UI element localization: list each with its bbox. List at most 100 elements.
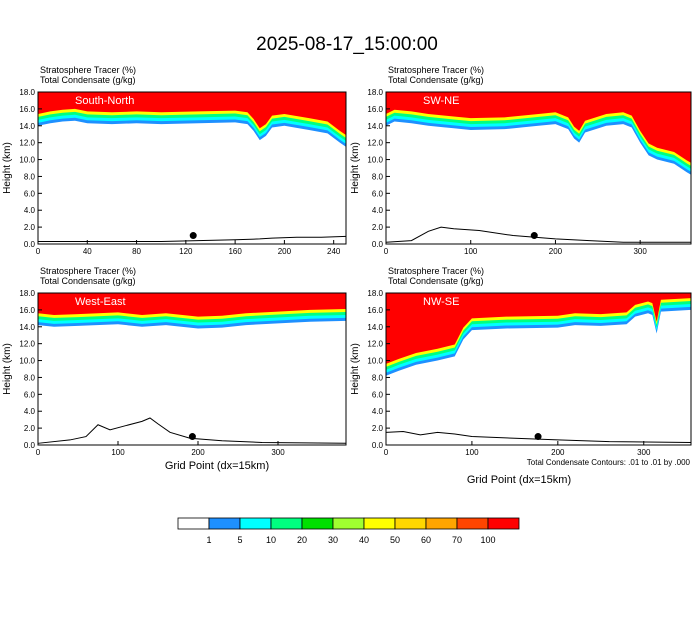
colorbar-label: 1 xyxy=(206,535,211,545)
panel-header-line: Stratosphere Tracer (%) xyxy=(40,65,136,75)
y-tick-label: 2.0 xyxy=(24,223,36,232)
terrain-line xyxy=(385,430,692,443)
x-tick-label: 200 xyxy=(549,247,563,256)
y-tick-label: 12.0 xyxy=(19,139,35,148)
stratosphere-tracer-fill xyxy=(38,92,346,136)
y-tick-label: 8.0 xyxy=(24,373,36,382)
x-tick-label: 200 xyxy=(551,448,565,457)
y-tick-label: 0.0 xyxy=(24,441,36,450)
x-tick-label: 240 xyxy=(327,247,341,256)
panel-header-line: Stratosphere Tracer (%) xyxy=(40,266,136,276)
panels: Stratosphere Tracer (%)Total Condensate … xyxy=(2,65,692,457)
y-tick-label: 8.0 xyxy=(24,172,36,181)
panel-sw-ne: Stratosphere Tracer (%)Total Condensate … xyxy=(350,65,692,256)
x-tick-label: 200 xyxy=(278,247,292,256)
y-axis-label: Height (km) xyxy=(2,343,13,395)
y-tick-label: 2.0 xyxy=(24,424,36,433)
colorbar-swatch xyxy=(456,517,489,530)
panel-south-north: Stratosphere Tracer (%)Total Condensate … xyxy=(2,65,347,256)
panel-label: West-East xyxy=(75,296,126,308)
y-tick-label: 18.0 xyxy=(367,289,383,298)
plot-frame xyxy=(385,91,692,245)
y-tick-label: 4.0 xyxy=(24,407,36,416)
colorbar-label: 70 xyxy=(452,535,462,545)
panel-header-line: Stratosphere Tracer (%) xyxy=(388,65,484,75)
y-tick-label: 10.0 xyxy=(19,156,35,165)
x-axis-label-left: Grid Point (dx=15km) xyxy=(165,460,269,472)
y-axis-label: Height (km) xyxy=(350,343,361,395)
colorbar-swatch xyxy=(332,517,365,530)
y-tick-label: 2.0 xyxy=(372,223,384,232)
y-tick-label: 8.0 xyxy=(372,373,384,382)
colorbar-swatch xyxy=(394,517,427,530)
y-tick-label: 4.0 xyxy=(24,206,36,215)
terrain-line xyxy=(37,417,347,444)
y-tick-label: 18.0 xyxy=(19,289,35,298)
x-tick-label: 160 xyxy=(228,247,242,256)
location-marker xyxy=(188,433,196,441)
stratosphere-tracer-fill xyxy=(386,293,691,364)
footnote: Total Condensate Contours: .01 to .01 by… xyxy=(527,458,691,467)
y-tick-label: 18.0 xyxy=(367,88,383,97)
stratosphere-tracer-fill xyxy=(386,92,691,163)
terrain-line xyxy=(38,235,347,242)
x-tick-label: 100 xyxy=(464,247,478,256)
y-tick-label: 12.0 xyxy=(19,340,35,349)
y-tick-label: 0.0 xyxy=(372,240,384,249)
y-tick-label: 16.0 xyxy=(367,105,383,114)
colorbar-swatch xyxy=(239,517,272,530)
panel-nw-se: Stratosphere Tracer (%)Total Condensate … xyxy=(350,266,692,457)
colorbar-swatch xyxy=(301,517,334,530)
x-tick-label: 100 xyxy=(465,448,479,457)
plot-frame xyxy=(385,292,692,446)
colorbar-swatch xyxy=(270,517,303,530)
panel-label: SW-NE xyxy=(423,95,459,107)
x-tick-label: 0 xyxy=(36,448,41,457)
x-tick-label: 80 xyxy=(132,247,141,256)
location-marker xyxy=(534,433,542,441)
y-tick-label: 0.0 xyxy=(24,240,36,249)
x-tick-label: 300 xyxy=(271,448,285,457)
panel-label: NW-SE xyxy=(423,296,459,308)
plot-frame xyxy=(37,292,347,446)
y-tick-label: 16.0 xyxy=(19,105,35,114)
location-marker xyxy=(530,232,538,240)
colorbar-swatch xyxy=(487,517,520,530)
colorbar-label: 50 xyxy=(390,535,400,545)
x-tick-label: 0 xyxy=(384,448,389,457)
y-tick-label: 2.0 xyxy=(372,424,384,433)
colorbar-label: 20 xyxy=(297,535,307,545)
panel-header-line: Total Condensate (g/kg) xyxy=(388,276,484,286)
colorbar-swatch xyxy=(425,517,458,530)
plot-frame xyxy=(37,91,347,245)
colorbar-label: 10 xyxy=(266,535,276,545)
terrain-line xyxy=(385,226,691,243)
y-tick-label: 4.0 xyxy=(372,407,384,416)
panel-west-east: Stratosphere Tracer (%)Total Condensate … xyxy=(2,266,347,457)
colorbar-swatch xyxy=(177,517,210,530)
y-tick-label: 14.0 xyxy=(19,122,35,131)
x-tick-label: 200 xyxy=(191,448,205,457)
x-tick-label: 0 xyxy=(36,247,41,256)
colorbar-label: 30 xyxy=(328,535,338,545)
y-tick-label: 14.0 xyxy=(367,323,383,332)
figure-title: 2025-08-17_15:00:00 xyxy=(256,34,438,55)
y-tick-label: 14.0 xyxy=(367,122,383,131)
colorbar: 1 5 10 20 30 40 50 60 70 100 xyxy=(177,517,520,545)
y-tick-label: 6.0 xyxy=(372,189,384,198)
y-tick-label: 16.0 xyxy=(367,306,383,315)
x-axis-label-right: Grid Point (dx=15km) xyxy=(467,474,571,486)
x-tick-label: 300 xyxy=(637,448,651,457)
y-tick-label: 10.0 xyxy=(367,156,383,165)
y-tick-label: 14.0 xyxy=(19,323,35,332)
y-tick-label: 6.0 xyxy=(24,189,36,198)
x-tick-label: 40 xyxy=(83,247,92,256)
panel-header-line: Total Condensate (g/kg) xyxy=(388,75,484,85)
panel-header-line: Stratosphere Tracer (%) xyxy=(388,266,484,276)
y-tick-label: 10.0 xyxy=(19,357,35,366)
y-tick-label: 12.0 xyxy=(367,340,383,349)
y-tick-label: 12.0 xyxy=(367,139,383,148)
x-tick-label: 120 xyxy=(179,247,193,256)
